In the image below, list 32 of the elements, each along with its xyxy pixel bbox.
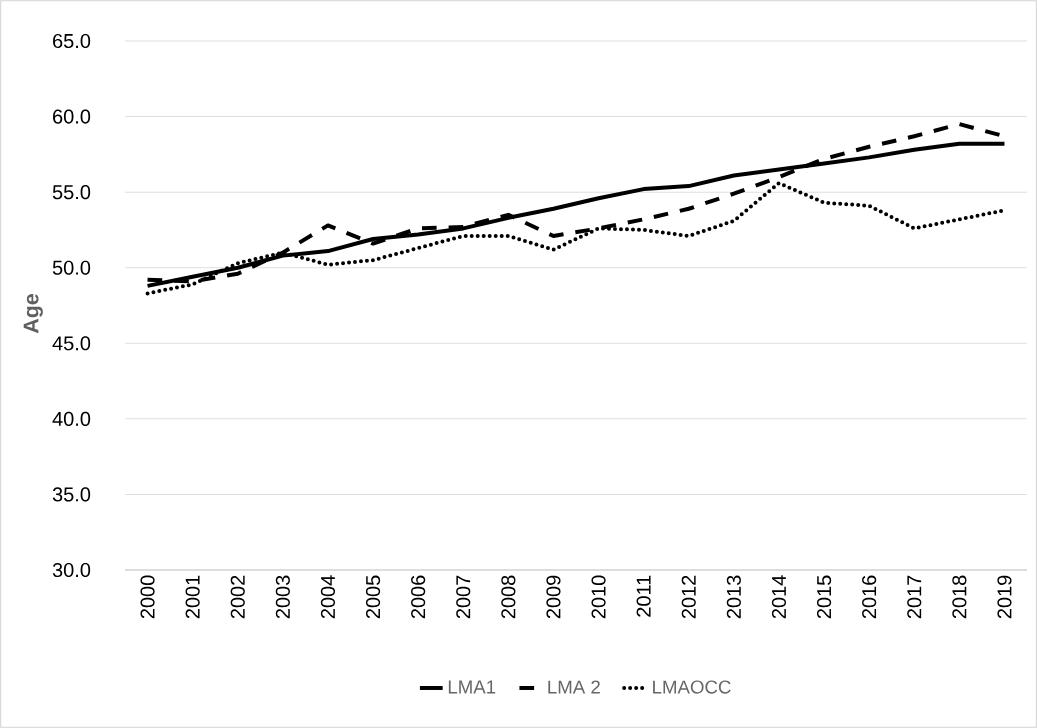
x-tick-label: 2007 — [456, 575, 471, 619]
x-tick-label: 2012 — [681, 575, 696, 619]
y-tick-label: 65.0 — [53, 33, 91, 49]
legend-label: LMA1 — [448, 680, 496, 694]
y-tick-label: 30.0 — [52, 562, 91, 578]
x-tick-label: 2000 — [140, 575, 155, 619]
x-tick-label: 2006 — [411, 575, 426, 619]
x-tick-label: 2008 — [501, 575, 516, 619]
x-tick-label: 2011 — [636, 575, 651, 617]
x-tick-label: 2001 — [185, 575, 200, 619]
x-tick-label: 2003 — [275, 575, 290, 619]
x-tick-label: 2017 — [907, 575, 922, 619]
x-tick-label: 2018 — [952, 575, 967, 619]
x-tick-label: 2004 — [320, 575, 336, 619]
y-axis-title: Age — [23, 294, 43, 334]
x-tick-label: 2016 — [862, 575, 877, 619]
y-tick-label: 50.0 — [52, 260, 91, 275]
y-tick-label: 35.0 — [52, 487, 91, 502]
x-tick-label: 2013 — [726, 575, 741, 619]
x-tick-label: 2014 — [771, 575, 787, 619]
x-tick-label: 2010 — [591, 575, 606, 619]
x-tick-label: 2019 — [997, 575, 1012, 619]
y-tick-label: 55.0 — [52, 185, 91, 200]
x-tick-label: 2005 — [365, 575, 381, 619]
legend-label: LMAOCC — [653, 680, 731, 694]
y-tick-label: 60.0 — [53, 109, 91, 124]
x-tick-label: 2015 — [816, 575, 832, 619]
legend-label: LMA 2 — [548, 680, 600, 694]
x-tick-label: 2009 — [546, 575, 561, 619]
y-tick-label: 40.0 — [52, 411, 91, 426]
y-tick-label: 45.0 — [52, 336, 91, 351]
x-tick-label: 2002 — [230, 575, 245, 619]
